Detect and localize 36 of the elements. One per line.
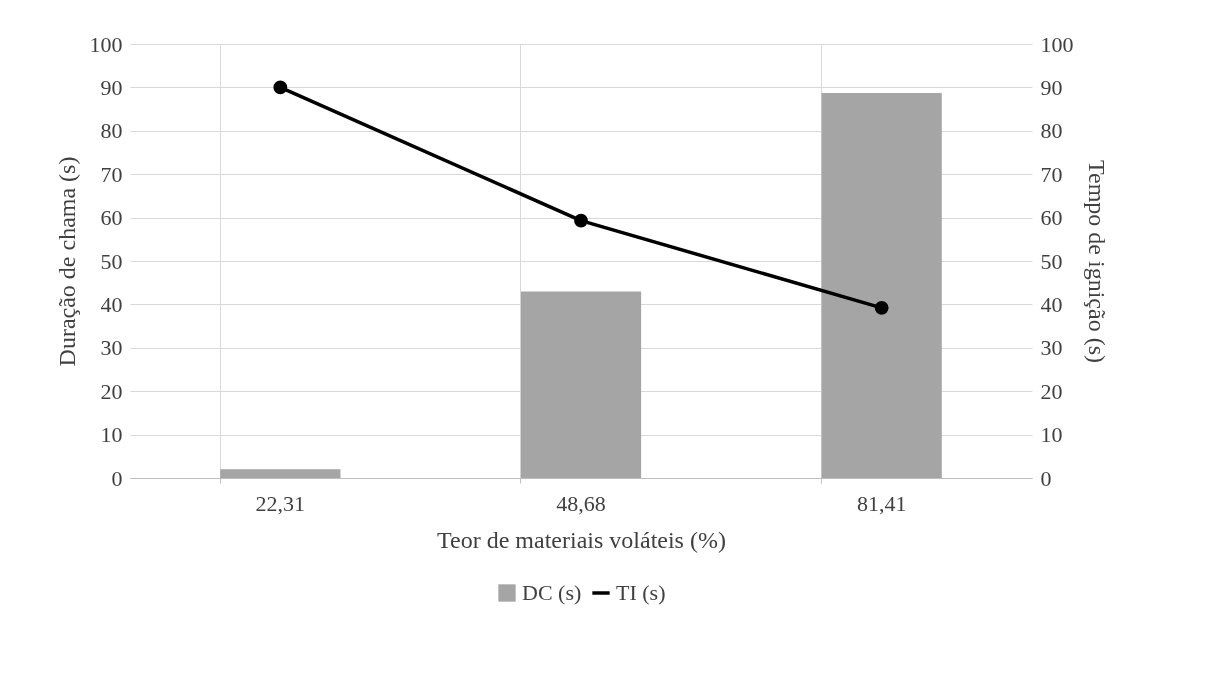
y2-tick-label: 50 <box>1040 248 1063 274</box>
x-axis-title: Teor de materiais voláteis (%) <box>437 526 726 553</box>
point <box>574 213 588 228</box>
y-tick-label: 90 <box>100 74 123 100</box>
y2-tick-label: 100 <box>1040 31 1074 57</box>
y-tick-label: 40 <box>100 291 123 317</box>
y-tick-label: 0 <box>111 465 123 491</box>
y2-axis-title: Tempo de ignição (s) <box>1083 160 1110 363</box>
y2-tick-label: 80 <box>1040 118 1063 144</box>
y2-tick-label: 90 <box>1040 74 1063 100</box>
bar <box>220 469 341 478</box>
y2-tick-label: 10 <box>1040 422 1063 448</box>
y2-tick-label: 30 <box>1040 335 1063 361</box>
y-tick-label: 10 <box>100 422 123 448</box>
y-tick-label: 50 <box>100 248 123 274</box>
bar <box>520 291 642 478</box>
point <box>874 300 889 315</box>
x-tick-label: 81,41 <box>856 490 907 516</box>
y-tick-label: 70 <box>100 161 123 187</box>
y2-tick-label: 70 <box>1040 161 1063 187</box>
y-tick-label: 60 <box>100 205 123 231</box>
legend-label: TI (s) <box>616 580 666 605</box>
point <box>273 80 288 95</box>
bar <box>821 93 942 478</box>
y2-tick-label: 0 <box>1040 465 1052 491</box>
y-tick-label: 20 <box>100 378 123 404</box>
y-tick-label: 30 <box>100 335 123 361</box>
y2-tick-label: 40 <box>1040 291 1063 317</box>
y2-tick-label: 60 <box>1040 205 1063 231</box>
legend-label: DC (s) <box>522 580 582 605</box>
x-tick-label: 22,31 <box>255 490 306 516</box>
x-tick-label: 48,68 <box>556 490 606 516</box>
y-tick-label: 100 <box>89 31 123 57</box>
y-axis-title: Duração de chama (s) <box>53 156 80 367</box>
y2-tick-label: 20 <box>1040 378 1063 404</box>
y-tick-label: 80 <box>100 118 123 144</box>
